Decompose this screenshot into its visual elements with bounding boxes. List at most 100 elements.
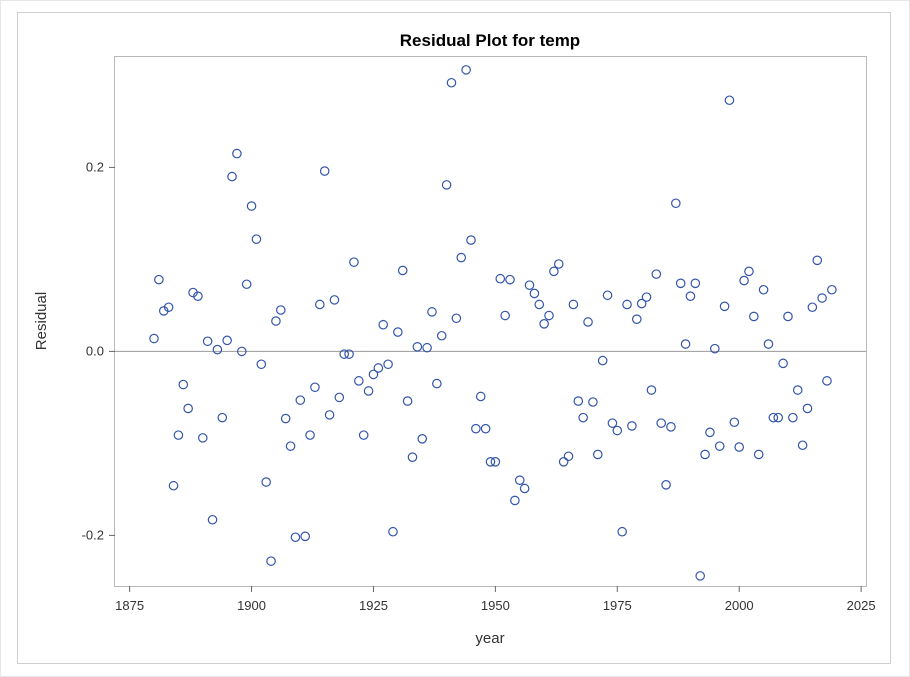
data-point: [378, 319, 389, 330]
data-point: [212, 344, 223, 355]
data-point: [563, 451, 574, 462]
data-point: [495, 273, 506, 284]
data-point: [271, 316, 281, 326]
y-tick-label: 0.0: [86, 343, 104, 358]
data-point: [178, 379, 189, 390]
data-point: [734, 442, 745, 452]
data-point: [163, 302, 174, 313]
data-point: [363, 386, 374, 396]
data-point: [417, 433, 428, 444]
x-axis-title: year: [475, 630, 504, 647]
data-point: [276, 305, 286, 315]
data-point: [549, 266, 559, 277]
data-point: [412, 341, 423, 352]
data-point: [173, 430, 184, 440]
data-point: [222, 335, 232, 346]
data-point: [763, 339, 774, 349]
data-point: [485, 456, 496, 467]
data-point: [319, 166, 330, 176]
data-point: [695, 571, 705, 581]
data-point: [651, 269, 662, 279]
data-point: [456, 252, 467, 263]
data-point: [749, 311, 759, 322]
data-point: [822, 376, 832, 386]
data-point: [724, 95, 735, 106]
data-point: [812, 255, 823, 266]
data-point: [305, 430, 315, 440]
data-point: [441, 180, 452, 190]
data-point: [802, 403, 813, 414]
data-point: [524, 280, 535, 290]
data-point: [432, 378, 442, 389]
data-point: [636, 298, 647, 309]
data-point: [427, 307, 437, 317]
data-point: [149, 333, 159, 344]
data-point: [753, 449, 764, 460]
data-point: [256, 359, 267, 370]
data-point: [300, 531, 310, 542]
data-point: [193, 291, 203, 301]
data-point: [236, 346, 247, 357]
data-point: [261, 477, 271, 487]
data-point: [368, 369, 379, 380]
data-point: [583, 317, 593, 327]
data-point: [315, 299, 325, 310]
data-point: [783, 311, 793, 322]
data-point: [280, 413, 291, 424]
data-point: [778, 358, 788, 369]
data-point: [397, 265, 408, 276]
data-point: [168, 480, 179, 491]
data-point: [578, 412, 588, 423]
data-point: [446, 77, 457, 88]
data-point: [661, 479, 671, 490]
data-point: [388, 526, 398, 537]
data-point: [529, 288, 540, 299]
data-point: [217, 412, 228, 423]
data-point: [329, 295, 340, 305]
data-point: [675, 278, 686, 289]
x-tick-label: 1875: [115, 598, 144, 613]
y-tick-label: -0.2: [82, 527, 104, 542]
data-point: [558, 456, 569, 467]
data-point: [183, 403, 193, 414]
data-point: [519, 483, 530, 494]
data-point: [344, 349, 354, 359]
data-point: [407, 452, 418, 462]
data-point: [393, 327, 403, 337]
data-point: [641, 292, 652, 302]
data-point: [622, 299, 632, 310]
data-point: [602, 290, 613, 301]
data-point: [154, 274, 164, 285]
data-point: [505, 274, 515, 285]
data-point: [568, 299, 579, 310]
data-point: [490, 456, 501, 467]
data-point: [773, 412, 784, 423]
data-point: [758, 284, 769, 295]
data-point: [597, 355, 608, 366]
x-tick-label: 1900: [237, 598, 266, 613]
data-point: [768, 412, 779, 423]
data-point: [592, 449, 603, 460]
data-point: [817, 293, 827, 303]
data-point: [500, 310, 510, 321]
data-point: [514, 475, 525, 485]
data-point: [685, 291, 696, 301]
data-point: [539, 318, 549, 329]
data-point: [671, 198, 681, 209]
data-point: [354, 376, 364, 386]
data-point: [334, 392, 345, 403]
data-point: [451, 313, 462, 324]
plot-area-border: [114, 56, 867, 587]
data-point: [227, 171, 237, 182]
data-point: [373, 363, 384, 373]
data-point: [232, 148, 242, 159]
data-points: [149, 65, 837, 581]
data-point: [207, 514, 218, 525]
data-point: [807, 302, 818, 313]
y-tick-label: 0.2: [86, 159, 104, 174]
data-point: [797, 440, 808, 451]
data-point: [646, 385, 657, 395]
data-point: [607, 418, 618, 428]
data-point: [788, 412, 798, 423]
